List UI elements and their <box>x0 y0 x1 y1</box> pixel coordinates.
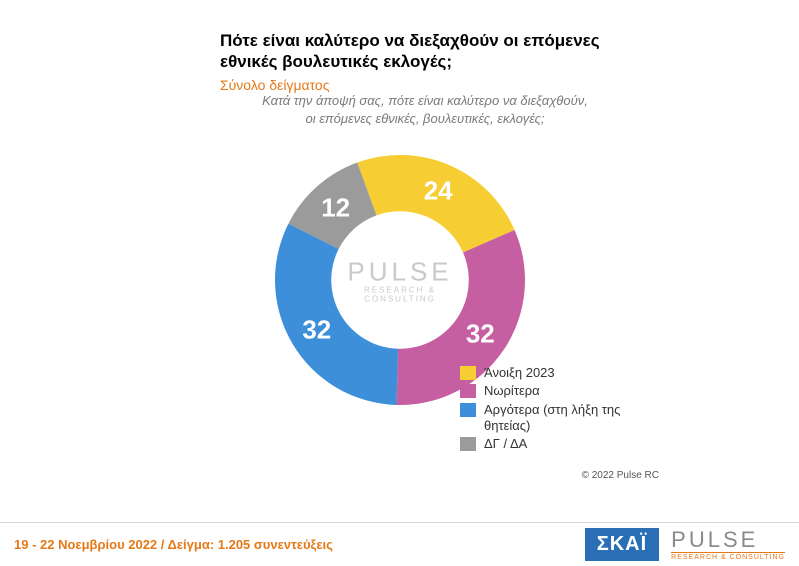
legend-row: Νωρίτερα <box>460 383 640 399</box>
legend-swatch <box>460 437 476 451</box>
footer-date-sample: 19 - 22 Νοεμβρίου 2022 / Δείγμα: 1.205 σ… <box>14 537 333 552</box>
title-block: Πότε είναι καλύτερο να διεξαχθούν οι επό… <box>220 30 600 93</box>
pulse-logo-line2: RESEARCH & CONSULTING <box>671 552 785 561</box>
legend-row: ΔΓ / ΔΑ <box>460 436 640 452</box>
copyright-text: © 2022 Pulse RC <box>582 470 659 481</box>
legend-swatch <box>460 403 476 417</box>
pulse-logo: PULSE RESEARCH & CONSULTING <box>671 529 785 561</box>
page-title: Πότε είναι καλύτερο να διεξαχθούν οι επό… <box>220 30 600 73</box>
footer-logos: ΣΚΑΪ PULSE RESEARCH & CONSULTING <box>585 528 785 561</box>
donut-slice <box>275 224 398 405</box>
legend-swatch <box>460 366 476 380</box>
legend-label: Νωρίτερα <box>484 383 540 399</box>
survey-question: Κατά την άποψή σας, πότε είναι καλύτερο … <box>260 92 590 127</box>
page-subtitle: Σύνολο δείγματος <box>220 77 600 93</box>
legend-swatch <box>460 384 476 398</box>
legend-row: Άνοιξη 2023 <box>460 365 640 381</box>
skai-logo: ΣΚΑΪ <box>585 528 659 561</box>
pulse-logo-line1: PULSE <box>671 529 785 551</box>
legend-row: Αργότερα (στη λήξη της θητείας) <box>460 402 640 435</box>
donut-slice <box>357 155 514 252</box>
legend-label: Άνοιξη 2023 <box>484 365 555 381</box>
chart-legend: Άνοιξη 2023 Νωρίτερα Αργότερα (στη λήξη τη… <box>460 365 640 454</box>
legend-label: Αργότερα (στη λήξη της θητείας) <box>484 402 640 435</box>
footer: 19 - 22 Νοεμβρίου 2022 / Δείγμα: 1.205 σ… <box>0 522 799 566</box>
legend-label: ΔΓ / ΔΑ <box>484 436 527 452</box>
